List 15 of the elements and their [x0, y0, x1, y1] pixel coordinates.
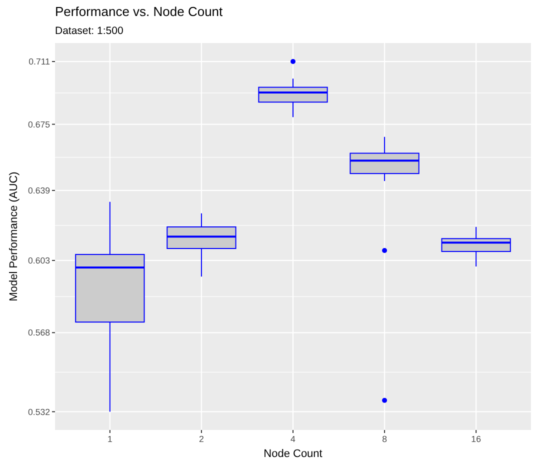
x-tick-label: 2: [199, 434, 204, 444]
x-tick-label: 8: [382, 434, 388, 444]
y-tick-label: 0.603: [28, 256, 50, 266]
y-axis-title: Model Performance (AUC): [8, 172, 20, 302]
y-tick-label: 0.675: [28, 119, 50, 130]
x-axis-title: Node Count: [264, 448, 322, 460]
x-tick-label: 16: [471, 434, 482, 444]
y-tick-label: 0.711: [28, 56, 50, 67]
chart-subtitle: Dataset: 1:500: [55, 25, 124, 37]
x-tick-label: 1: [107, 434, 112, 444]
chart-title: Performance vs. Node Count: [55, 4, 224, 19]
x-tick-label: 4: [290, 434, 296, 444]
y-tick-label: 0.568: [28, 328, 50, 338]
y-tick-label: 0.639: [28, 186, 50, 196]
y-tick-label: 0.532: [28, 406, 50, 417]
